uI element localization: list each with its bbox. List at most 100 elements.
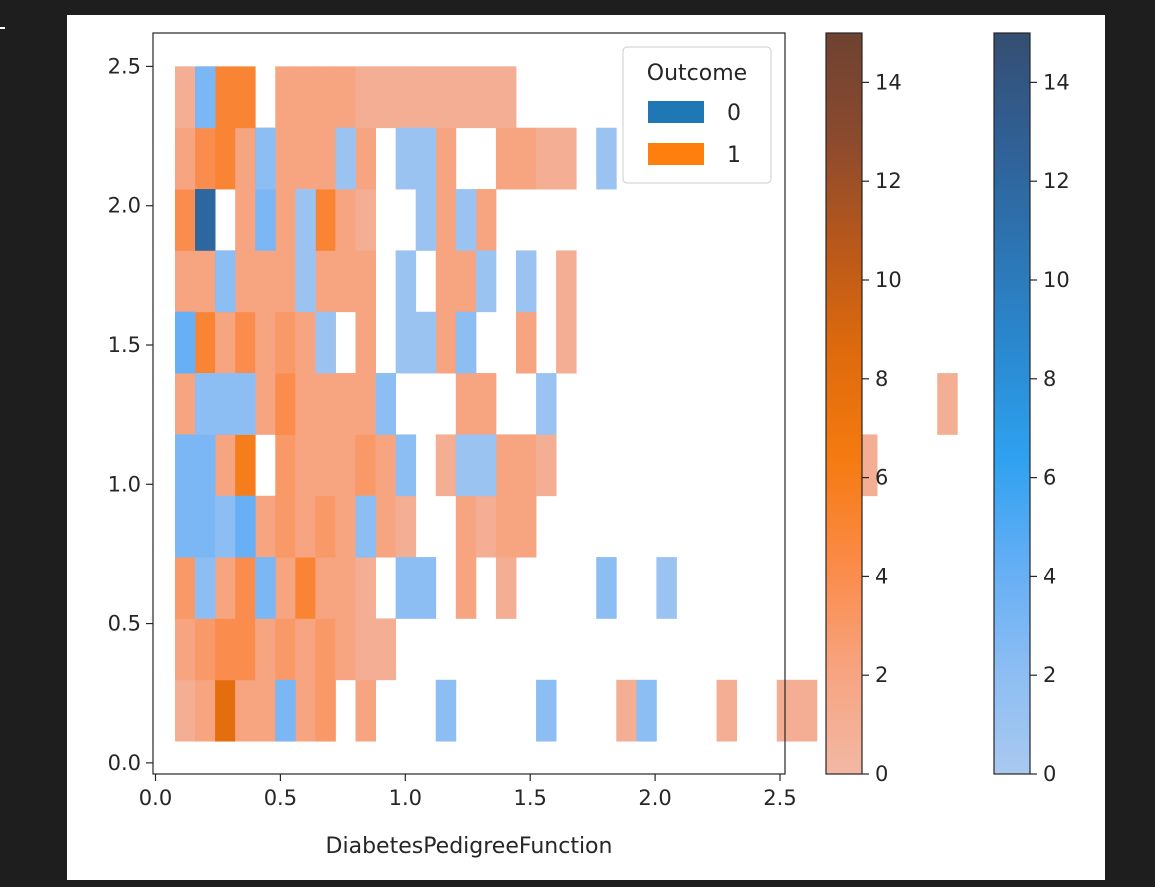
outcome-1-cell: [195, 250, 216, 313]
x-tick-label: 1.0: [389, 786, 422, 810]
outcome-0-cell: [395, 434, 417, 497]
legend-swatch-1: [648, 143, 704, 165]
outcome-1-cell: [435, 434, 457, 497]
outcome-0-cell: [475, 250, 497, 313]
outcome-1-cell: [235, 434, 256, 497]
outcome-1-cell: [335, 495, 356, 558]
y-tick-label: 2.5: [108, 54, 141, 78]
outcome-1-cell: [455, 250, 477, 313]
outcome-1-cell: [275, 557, 296, 619]
colorbar-tick-label: 0: [875, 762, 888, 786]
outcome-1-cell: [215, 618, 236, 681]
outcome-1-cell: [716, 679, 738, 742]
outcome-1-cell: [315, 434, 336, 497]
outcome-0-cell: [415, 311, 437, 374]
legend-swatch-0: [648, 101, 704, 123]
colorbar-tick-label: 10: [1043, 268, 1070, 292]
outcome-1-cell: [355, 127, 376, 190]
outcome-1-cell: [174, 127, 196, 190]
outcome-1-cell: [295, 618, 316, 681]
outcome-1-cell: [455, 557, 477, 619]
outcome-0-cell: [355, 495, 376, 558]
outcome-1-cell: [515, 434, 537, 497]
outcome-1-cell: [495, 434, 517, 497]
outcome-1-cell: [495, 557, 517, 619]
outcome-1-cell: [375, 434, 397, 497]
outcome-0-cell: [174, 495, 196, 558]
outcome-1-cell: [315, 373, 336, 435]
colorbar-tick-label: 4: [1043, 564, 1056, 588]
outcome-0-cell: [415, 189, 437, 251]
outcome-0-cell: [174, 434, 196, 497]
outcome-0-cell: [596, 557, 617, 619]
outcome-1-cell: [355, 250, 376, 313]
outcome-1-cell: [174, 189, 196, 251]
outcome-0-cell: [195, 557, 216, 619]
outcome-1-cell: [215, 127, 236, 190]
outcome-1-cell: [556, 250, 577, 313]
outcome-0-cell: [536, 679, 557, 742]
outcome-1-cell: [355, 373, 376, 435]
figure-canvas: 0.0 0.5 1.0 1.5 2.0 2.5 0.0 0.5 1.0 1.5 2.0 2.5 Di…: [67, 15, 1105, 880]
outcome-1-cell: [295, 127, 316, 190]
outcome-1-cell: [235, 250, 256, 313]
outcome-1-cell: [195, 311, 216, 374]
outcome-1-cell: [195, 679, 216, 742]
outcome-1-cell: [315, 127, 336, 190]
outcome-1-cell: [295, 679, 316, 742]
x-axis: 0.0 0.5 1.0 1.5 2.0 2.5: [139, 774, 797, 810]
outcome-0-cell: [375, 373, 397, 435]
outcome-1-cell: [255, 250, 276, 313]
colorbar-outcome-0: 0 2 4 6 8 10 12 14: [993, 32, 1070, 786]
outcome-1-cell: [455, 66, 477, 129]
outcome-0-cell: [215, 250, 236, 313]
outcome-1-cell: [255, 618, 276, 681]
outcome-1-cell: [335, 250, 356, 313]
outcome-0-cell: [455, 434, 477, 497]
colorbar-tick-label: 12: [1043, 169, 1070, 193]
x-tick-label: 0.5: [264, 786, 297, 810]
outcome-1-cell: [616, 679, 637, 742]
outcome-1-cell: [937, 373, 958, 435]
outcome-1-cell: [315, 189, 336, 251]
outcome-0-cell: [455, 189, 477, 251]
outcome-1-cell: [295, 434, 316, 497]
outcome-0-cell: [536, 373, 557, 435]
outcome-1-cell: [455, 373, 477, 435]
outcome-1-cell: [395, 66, 417, 129]
outcome-1-cell: [275, 311, 296, 374]
outcome-1-cell: [315, 250, 336, 313]
outcome-1-cell: [335, 557, 356, 619]
outcome-1-cell: [375, 66, 397, 129]
outcome-0-cell: [395, 557, 417, 619]
outcome-1-cell: [174, 679, 196, 742]
outcome-1-cell: [335, 618, 356, 681]
outcome-1-cell: [495, 495, 517, 558]
outcome-1-cell: [255, 311, 276, 374]
outcome-1-cell: [315, 679, 336, 742]
y-tick-label: 1.5: [108, 333, 141, 357]
x-tick-label: 0.0: [139, 786, 172, 810]
outcome-1-cell: [295, 495, 316, 558]
colorbar-gradient: [825, 32, 863, 775]
outcome-1-cell: [275, 66, 296, 129]
outcome-1-cell: [415, 66, 437, 129]
outcome-1-cell: [295, 66, 316, 129]
outcome-1-cell: [515, 127, 537, 190]
outcome-1-cell: [375, 495, 397, 558]
outcome-1-cell: [335, 66, 356, 129]
outcome-1-cell: [475, 66, 497, 129]
outcome-1-cell: [355, 434, 376, 497]
colorbar-tick-label: 4: [875, 564, 888, 588]
outcome-1-cell: [435, 250, 457, 313]
outcome-1-cell: [315, 66, 336, 129]
x-tick-label: 1.5: [513, 786, 546, 810]
colorbar-tick-label: 2: [875, 663, 888, 687]
outcome-1-cell: [355, 311, 376, 374]
colorbar-tick-label: 12: [875, 169, 902, 193]
outcome-1-cell: [255, 679, 276, 742]
y-tick-label: 1.0: [108, 472, 141, 496]
outcome-1-cell: [235, 618, 256, 681]
outcome-1-cell: [275, 434, 296, 497]
corner-mark: [0, 27, 5, 29]
